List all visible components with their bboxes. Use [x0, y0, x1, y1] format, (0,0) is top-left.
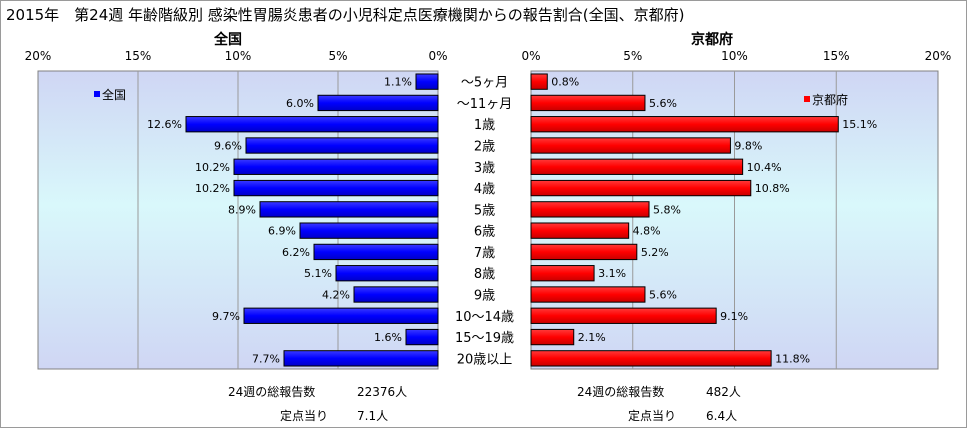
kyoto-bar: [530, 73, 548, 90]
category-label: 15～19歳: [455, 331, 514, 346]
kyoto-bar: [530, 94, 646, 112]
category-label: 5歳: [474, 203, 495, 218]
category-label: 20歳以上: [457, 352, 513, 367]
national-legend-swatch: [94, 91, 100, 97]
category-label: 4歳: [474, 182, 495, 197]
category-label: 2歳: [474, 140, 495, 155]
category-label: 3歳: [474, 161, 495, 176]
national-tick-label: 20%: [25, 49, 52, 63]
kyoto-data-label: 4.8%: [633, 225, 661, 238]
kyoto-data-label: 5.6%: [649, 97, 677, 110]
kyoto-bar: [530, 350, 772, 367]
kyoto-data-label: 2.1%: [578, 331, 606, 344]
national-bar: [233, 179, 439, 197]
category-label: 7歳: [474, 246, 495, 261]
national-tick-label: 0%: [428, 49, 447, 63]
national-bar: [259, 201, 439, 218]
category-label: ～5ヶ月: [461, 76, 508, 91]
national-bar: [185, 116, 439, 133]
kyoto-tick-label: 5%: [623, 49, 642, 63]
kyoto-bar: [530, 137, 731, 154]
kyoto-per-site-value: 6.4人: [706, 409, 738, 423]
national-data-label: 1.1%: [384, 76, 412, 89]
national-total-label: 24週の総報告数: [228, 385, 316, 399]
national-bar: [335, 265, 439, 282]
kyoto-tick-label: 10%: [721, 49, 748, 63]
kyoto-bar: [530, 286, 646, 303]
national-bar: [405, 328, 439, 346]
kyoto-data-label: 5.8%: [653, 203, 681, 216]
category-label: 8歳: [474, 267, 495, 282]
national-data-label: 6.2%: [282, 246, 310, 259]
kyoto-tick-label: 20%: [925, 49, 952, 63]
national-bar: [313, 243, 439, 261]
kyoto-tick-label: 15%: [823, 49, 850, 63]
kyoto-data-label: 9.1%: [720, 310, 748, 323]
kyoto-per-site-label: 定点当り: [628, 409, 677, 423]
national-bar: [283, 350, 439, 367]
kyoto-data-label: 10.4%: [747, 161, 782, 174]
kyoto-bar: [530, 201, 650, 218]
national-data-label: 10.2%: [195, 161, 230, 174]
national-bar: [299, 222, 439, 239]
national-bar: [243, 307, 439, 324]
national-panel-title: 全国: [213, 31, 242, 48]
kyoto-legend-label: 京都府: [812, 92, 848, 107]
kyoto-bar: [530, 265, 595, 282]
kyoto-data-label: 9.8%: [734, 140, 762, 153]
national-per-site-value: 7.1人: [357, 409, 389, 423]
national-tick-label: 10%: [225, 49, 252, 63]
national-data-label: 7.7%: [252, 352, 280, 365]
kyoto-data-label: 15.1%: [842, 118, 877, 131]
category-label: 1歳: [474, 118, 495, 133]
national-tick-label: 5%: [328, 49, 347, 63]
national-bar: [415, 73, 439, 90]
category-label: 10～14歳: [455, 310, 514, 325]
kyoto-legend-swatch: [804, 96, 810, 102]
national-data-label: 4.2%: [322, 289, 350, 302]
kyoto-data-label: 5.2%: [641, 246, 669, 259]
category-label: 9歳: [474, 289, 495, 304]
national-bar: [233, 158, 439, 175]
kyoto-tick-label: 0%: [521, 49, 540, 63]
national-data-label: 9.7%: [212, 310, 240, 323]
kyoto-total-label: 24週の総報告数: [577, 385, 665, 399]
national-data-label: 8.9%: [228, 203, 256, 216]
national-data-label: 9.6%: [214, 140, 242, 153]
kyoto-bar: [530, 307, 717, 324]
national-bar: [317, 94, 439, 112]
national-bar: [245, 137, 439, 154]
kyoto-total-value: 482人: [706, 385, 741, 399]
category-label: 6歳: [474, 225, 495, 240]
national-total-value: 22376人: [357, 385, 408, 399]
national-data-label: 1.6%: [374, 331, 402, 344]
kyoto-panel-title: 京都府: [691, 31, 733, 48]
kyoto-bar: [530, 243, 638, 261]
national-data-label: 10.2%: [195, 182, 230, 195]
category-label: ～11ヶ月: [457, 97, 513, 112]
kyoto-bar: [530, 116, 839, 133]
kyoto-bar: [530, 328, 575, 346]
national-data-label: 5.1%: [304, 267, 332, 280]
kyoto-bar: [530, 222, 630, 239]
kyoto-data-label: 3.1%: [598, 267, 626, 280]
national-bar: [353, 286, 439, 303]
national-per-site-label: 定点当り: [280, 409, 329, 423]
chart-title: 2015年 第24週 年齢階級別 感染性胃腸炎患者の小児科定点医療機関からの報告…: [6, 6, 685, 24]
kyoto-data-label: 0.8%: [551, 76, 579, 89]
kyoto-data-label: 5.6%: [649, 289, 677, 302]
kyoto-data-label: 10.8%: [755, 182, 790, 195]
national-data-label: 6.0%: [286, 97, 314, 110]
kyoto-data-label: 11.8%: [775, 352, 810, 365]
national-data-label: 12.6%: [147, 118, 182, 131]
national-data-label: 6.9%: [268, 225, 296, 238]
national-tick-label: 15%: [125, 49, 152, 63]
national-legend-label: 全国: [102, 87, 126, 102]
kyoto-bar: [530, 179, 752, 197]
kyoto-bar: [530, 158, 744, 175]
